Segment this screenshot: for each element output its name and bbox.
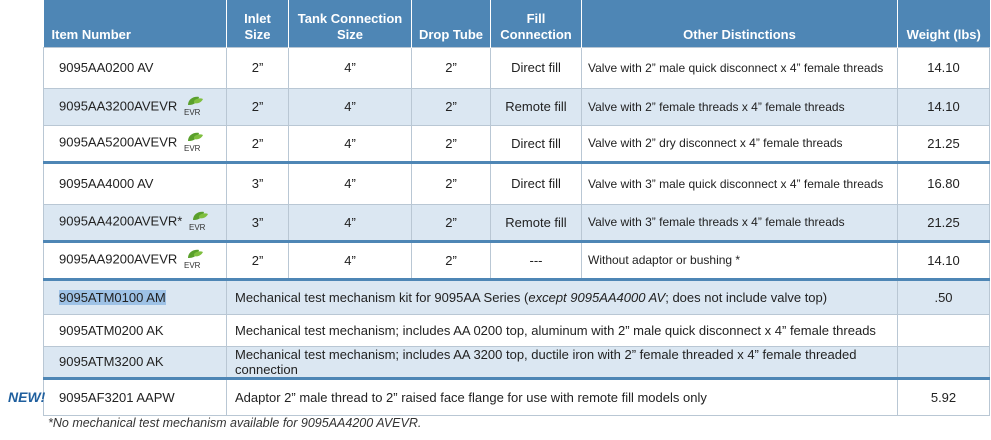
svg-text:EVR: EVR xyxy=(189,223,206,231)
col-inlet-size: Inlet Size xyxy=(226,0,289,47)
item-number-cell: 9095AA5200AVEVR EVR xyxy=(43,124,227,163)
item-number: 9095AA4200AVEVR* xyxy=(59,213,183,229)
item-number: 9095AF3201 AAPW xyxy=(43,376,227,416)
col-other-distinctions: Other Distinctions xyxy=(581,0,898,47)
inlet-size: 3” xyxy=(226,160,289,205)
kit-description: Adaptor 2” male thread to 2” raised face… xyxy=(226,376,898,416)
item-number: 9095ATM0100 AM xyxy=(59,289,166,305)
item-number: 9095AA9200AVEVR xyxy=(59,251,178,267)
evr-leaf-icon: EVR xyxy=(188,209,210,232)
evr-leaf-icon: EVR xyxy=(183,130,205,153)
item-number: 9095ATM0200 AK xyxy=(43,313,227,347)
other-distinctions: Valve with 3” male quick disconnect x 4”… xyxy=(581,160,898,205)
fill-connection: Remote fill xyxy=(490,87,582,126)
col-item-number: Item Number xyxy=(43,0,227,47)
other-distinctions: Valve with 3” female threads x 4” female… xyxy=(581,203,898,242)
col-tank-connection: Tank Connection Size xyxy=(288,0,412,47)
drop-tube: 2” xyxy=(411,46,491,89)
weight: 5.92 xyxy=(897,376,990,416)
table-row: 9095AA0200 AV 2” 4” 2” Direct fill Valve… xyxy=(43,46,990,89)
fill-connection: Direct fill xyxy=(490,124,582,163)
inlet-size: 2” xyxy=(226,124,289,163)
item-number-cell: 9095AA9200AVEVR EVR xyxy=(43,239,227,280)
weight xyxy=(897,345,990,379)
inlet-size: 3” xyxy=(226,203,289,242)
col-drop-tube: Drop Tube xyxy=(411,0,491,47)
inlet-size: 2” xyxy=(226,46,289,89)
weight: 21.25 xyxy=(897,203,990,242)
item-number: 9095AA5200AVEVR xyxy=(59,134,178,150)
weight: 14.10 xyxy=(897,87,990,126)
svg-text:EVR: EVR xyxy=(184,108,201,116)
other-distinctions: Valve with 2” dry disconnect x 4” female… xyxy=(581,124,898,163)
fill-connection: --- xyxy=(490,239,582,280)
table-row: 9095AF3201 AAPW Adaptor 2” male thread t… xyxy=(43,376,990,416)
new-label: NEW! xyxy=(8,389,46,405)
other-distinctions: Valve with 2” male quick disconnect x 4”… xyxy=(581,46,898,89)
fill-connection: Direct fill xyxy=(490,46,582,89)
drop-tube: 2” xyxy=(411,87,491,126)
svg-text:EVR: EVR xyxy=(184,261,201,269)
kit-description: Mechanical test mechanism kit for 9095AA… xyxy=(226,277,898,315)
tank-connection: 4” xyxy=(288,87,412,126)
item-number: 9095ATM3200 AK xyxy=(43,345,227,379)
svg-text:EVR: EVR xyxy=(184,144,201,152)
kit-description: Mechanical test mechanism; includes AA 3… xyxy=(226,345,898,379)
table-row: 9095ATM3200 AK Mechanical test mechanism… xyxy=(43,345,990,379)
header-row: Item Number Inlet Size Tank Connection S… xyxy=(43,0,990,47)
item-number-cell: 9095ATM0100 AM xyxy=(43,277,227,315)
other-distinctions: Without adaptor or bushing * xyxy=(581,239,898,280)
item-number: 9095AA0200 AV xyxy=(43,46,227,89)
product-table-container: Item Number Inlet Size Tank Connection S… xyxy=(43,0,990,416)
tank-connection: 4” xyxy=(288,203,412,242)
drop-tube: 2” xyxy=(411,160,491,205)
table-row: 9095AA4200AVEVR* EVR 3” 4” 2” Remote fill… xyxy=(43,203,990,242)
tank-connection: 4” xyxy=(288,160,412,205)
kit-description: Mechanical test mechanism; includes AA 0… xyxy=(226,313,898,347)
table-row: 9095AA3200AVEVR EVR 2” 4” 2” Remote fill … xyxy=(43,87,990,126)
table-row: 9095ATM0200 AK Mechanical test mechanism… xyxy=(43,313,990,347)
table-row: 9095ATM0100 AM Mechanical test mechanism… xyxy=(43,277,990,315)
evr-leaf-icon: EVR xyxy=(183,247,205,270)
tank-connection: 4” xyxy=(288,46,412,89)
table-row: 9095AA5200AVEVR EVR 2” 4” 2” Direct fill … xyxy=(43,124,990,163)
drop-tube: 2” xyxy=(411,203,491,242)
drop-tube: 2” xyxy=(411,239,491,280)
weight: 16.80 xyxy=(897,160,990,205)
weight xyxy=(897,313,990,347)
fill-connection: Direct fill xyxy=(490,160,582,205)
table-row: 9095AA4000 AV 3” 4” 2” Direct fill Valve… xyxy=(43,160,990,205)
table-row: 9095AA9200AVEVR EVR 2” 4” 2” --- Without … xyxy=(43,239,990,280)
fill-connection: Remote fill xyxy=(490,203,582,242)
tank-connection: 4” xyxy=(288,124,412,163)
inlet-size: 2” xyxy=(226,239,289,280)
item-number: 9095AA4000 AV xyxy=(43,160,227,205)
product-table: Item Number Inlet Size Tank Connection S… xyxy=(43,0,990,416)
weight: 14.10 xyxy=(897,239,990,280)
other-distinctions: Valve with 2” female threads x 4” female… xyxy=(581,87,898,126)
footnote: *No mechanical test mechanism available … xyxy=(48,416,422,430)
item-number: 9095AA3200AVEVR xyxy=(59,97,178,113)
weight: .50 xyxy=(897,277,990,315)
drop-tube: 2” xyxy=(411,124,491,163)
tank-connection: 4” xyxy=(288,239,412,280)
weight: 21.25 xyxy=(897,124,990,163)
evr-leaf-icon: EVR xyxy=(183,94,205,117)
item-number-cell: 9095AA4200AVEVR* EVR xyxy=(43,203,227,242)
item-number-cell: 9095AA3200AVEVR EVR xyxy=(43,87,227,126)
weight: 14.10 xyxy=(897,46,990,89)
inlet-size: 2” xyxy=(226,87,289,126)
col-fill-connection: Fill Connection xyxy=(490,0,582,47)
col-weight: Weight (lbs) xyxy=(897,0,990,47)
